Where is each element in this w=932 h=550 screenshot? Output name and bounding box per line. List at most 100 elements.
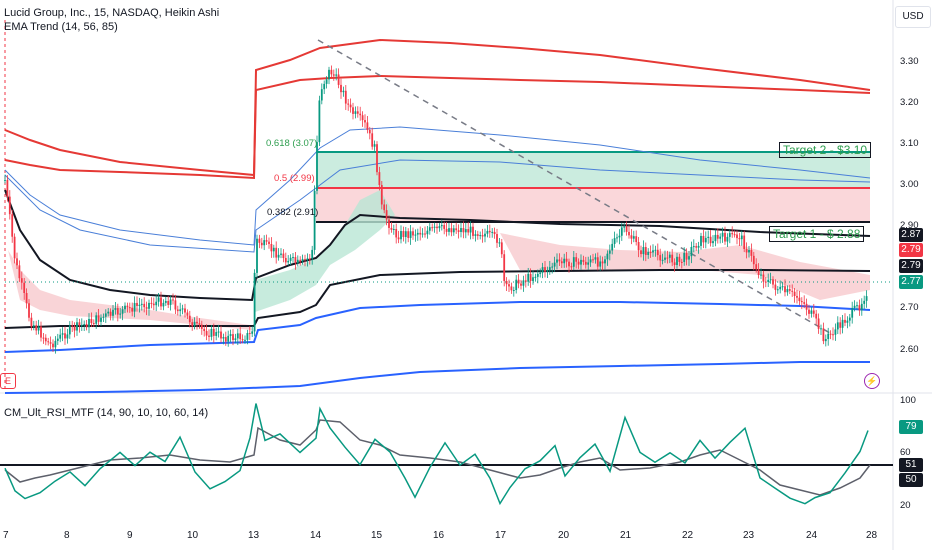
candle-body bbox=[767, 279, 770, 282]
candle-body bbox=[817, 318, 820, 329]
candle-body bbox=[791, 290, 794, 292]
candle-body bbox=[20, 278, 23, 283]
candle-body bbox=[824, 338, 827, 342]
candle-body bbox=[263, 240, 266, 246]
candle-body bbox=[124, 305, 126, 310]
candle-body bbox=[553, 262, 556, 267]
symbol-title[interactable]: Lucid Group, Inc., 15, NASDAQ, Heikin As… bbox=[4, 7, 220, 19]
candle-body bbox=[25, 293, 28, 304]
candle-body bbox=[196, 321, 198, 324]
candle-body bbox=[13, 236, 16, 259]
candle-body bbox=[740, 235, 743, 240]
date-tick: 9 bbox=[127, 530, 133, 541]
date-tick: 21 bbox=[620, 530, 632, 541]
currency-button[interactable]: USD bbox=[895, 6, 931, 28]
candle-body bbox=[47, 341, 50, 343]
candle-body bbox=[191, 322, 194, 327]
target-2-label[interactable]: Target 2 - $3.10 bbox=[779, 142, 872, 158]
lower-band-outer bbox=[4, 361, 870, 394]
candle-body bbox=[664, 257, 666, 260]
candle-body bbox=[640, 250, 642, 255]
candle-body bbox=[786, 289, 789, 293]
candle-body bbox=[325, 79, 328, 84]
candle-body bbox=[366, 122, 369, 130]
candle-body bbox=[839, 322, 842, 328]
candle-body bbox=[750, 249, 753, 256]
candle-body bbox=[241, 339, 244, 341]
candle-body bbox=[476, 234, 479, 236]
candle-body bbox=[18, 265, 21, 279]
candle-body bbox=[762, 274, 765, 282]
upper-band-outer bbox=[4, 38, 871, 180]
candle-body bbox=[724, 232, 726, 242]
ema-cloud-red-1 bbox=[8, 250, 252, 330]
candle-body bbox=[596, 257, 599, 267]
candle-body bbox=[551, 266, 554, 268]
candle-body bbox=[97, 315, 100, 322]
candle-body bbox=[834, 329, 837, 335]
candle-body bbox=[493, 231, 496, 235]
candle-body bbox=[308, 258, 311, 260]
candle-body bbox=[512, 290, 515, 292]
flash-icon[interactable]: ⚡ bbox=[864, 373, 880, 389]
candle-body bbox=[733, 234, 736, 236]
candle-body bbox=[685, 252, 688, 260]
candle-body bbox=[726, 236, 729, 242]
candle-body bbox=[335, 74, 338, 76]
candle-body bbox=[100, 317, 102, 322]
candle-body bbox=[644, 247, 647, 255]
candle-body bbox=[174, 300, 177, 310]
candle-body bbox=[212, 328, 215, 336]
candle-body bbox=[608, 250, 611, 254]
candle-body bbox=[176, 309, 179, 312]
candle-body bbox=[392, 228, 395, 230]
candle-body bbox=[781, 286, 784, 288]
rsi-tick: 100 bbox=[900, 395, 916, 406]
date-tick: 13 bbox=[248, 530, 260, 541]
earnings-icon[interactable]: E bbox=[0, 373, 16, 389]
candle-body bbox=[378, 172, 381, 185]
candle-body bbox=[68, 325, 71, 335]
candle-body bbox=[661, 259, 664, 261]
candle-body bbox=[383, 204, 386, 211]
candle-body bbox=[186, 312, 189, 316]
price-tag-red: 2.79 bbox=[899, 243, 923, 257]
target-1-label[interactable]: Target 1 - $ 2.88 bbox=[769, 226, 865, 242]
candle-body bbox=[659, 255, 662, 261]
rsi-tag-mid: 51 bbox=[899, 458, 923, 472]
candle-body bbox=[460, 228, 462, 233]
candle-body bbox=[260, 242, 263, 246]
candle-body bbox=[155, 301, 158, 306]
candle-body bbox=[692, 246, 695, 248]
candle-body bbox=[431, 227, 434, 229]
indicator-title[interactable]: EMA Trend (14, 56, 85) bbox=[4, 21, 118, 33]
candle-body bbox=[858, 305, 861, 311]
candle-body bbox=[184, 308, 186, 313]
candle-body bbox=[560, 261, 563, 264]
candle-body bbox=[719, 236, 722, 239]
candle-body bbox=[251, 331, 254, 334]
candle-body bbox=[575, 257, 578, 262]
candle-body bbox=[522, 280, 525, 286]
candle-body bbox=[649, 252, 652, 254]
candle-body bbox=[779, 286, 782, 290]
candle-body bbox=[642, 247, 645, 255]
fib-label-0382: 0.382 (2.91) bbox=[267, 207, 319, 218]
candle-body bbox=[570, 266, 573, 268]
candle-body bbox=[109, 311, 112, 316]
date-tick: 28 bbox=[866, 530, 878, 541]
candle-body bbox=[222, 337, 225, 339]
candle-body bbox=[8, 196, 11, 215]
rsi-indicator-title[interactable]: CM_Ult_RSI_MTF (14, 90, 10, 10, 60, 14) bbox=[4, 407, 209, 419]
candle-body bbox=[246, 333, 249, 340]
candle-body bbox=[491, 231, 494, 233]
candle-body bbox=[152, 303, 155, 306]
candle-body bbox=[376, 144, 378, 173]
candle-body bbox=[810, 310, 813, 314]
candle-body bbox=[61, 333, 64, 335]
candle-body bbox=[200, 324, 203, 329]
candle-body bbox=[755, 264, 758, 270]
candle-body bbox=[860, 303, 863, 311]
date-tick: 8 bbox=[64, 530, 70, 541]
